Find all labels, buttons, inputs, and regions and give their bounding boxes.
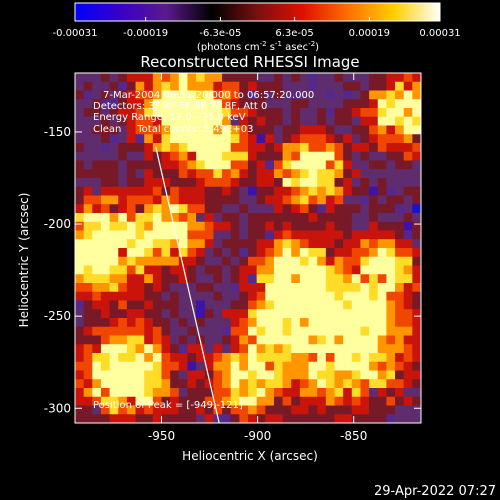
y-tick-label: -150 <box>44 125 71 139</box>
plot-frame <box>74 72 422 424</box>
y-tick-label: -300 <box>44 401 71 415</box>
annotation-peak-position: Position of Peak = [-949,-121] <box>93 400 243 411</box>
colorbar-tick-label: 0.00031 <box>419 28 460 39</box>
y-tick-label: -200 <box>44 217 71 231</box>
annotation-algorithm: Clean Total counts: 5.49E+03 <box>93 124 253 135</box>
rhessi-heatmap <box>75 73 421 423</box>
x-tick-label: -900 <box>244 429 271 443</box>
annotation-time-range: 7-Mar-2004 06:51:20.000 to 06:57:20.000 <box>103 90 314 101</box>
colorbar-tick-label: -0.00019 <box>123 28 168 39</box>
colorbar-units-label: (photons cm-2 s-1 asec-2) <box>197 40 319 53</box>
colorbar-tick-label: 0.00019 <box>349 28 390 39</box>
colorbar <box>74 2 441 22</box>
solar-limb-line <box>155 146 220 423</box>
x-axis-label: Heliocentric X (arcsec) <box>182 449 318 463</box>
x-tick-label: -950 <box>148 429 175 443</box>
y-axis-label: Heliocentric Y (arcsec) <box>17 193 31 328</box>
colorbar-tick-label: -6.3e-05 <box>199 28 241 39</box>
colorbar-tick-label: -0.00031 <box>53 28 98 39</box>
annotation-detectors: Detectors: 3F 4F 5F 6F 7F 8F, Att 0 <box>93 101 267 112</box>
y-tick-label: -250 <box>44 309 71 323</box>
annotation-energy-range: Energy Range: 12.0 - 25.0 keV <box>93 112 246 123</box>
x-tick-label: -850 <box>340 429 367 443</box>
colorbar-ticks: -0.00031 -0.00019 -6.3e-05 6.3e-05 0.00019 0.… <box>53 17 461 39</box>
colorbar-tick-label: 6.3e-05 <box>275 28 313 39</box>
plot-title: Reconstructed RHESSI Image <box>140 53 359 71</box>
axis-ticks: -950 -900 -850 -150 -200 -250 -300 <box>44 73 421 443</box>
timestamp: 29-Apr-2022 07:27 <box>374 484 496 499</box>
